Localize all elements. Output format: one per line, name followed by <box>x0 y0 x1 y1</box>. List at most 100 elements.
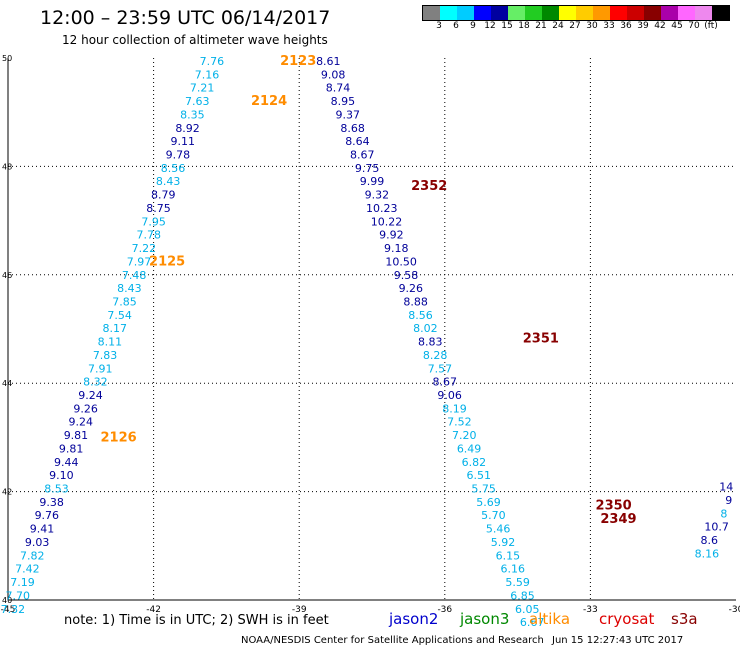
swh-value: 9.32 <box>365 189 390 202</box>
swh-value: 9.92 <box>379 229 404 242</box>
swh-value: 8.02 <box>413 322 438 335</box>
swh-value: 7.32 <box>1 603 26 616</box>
swh-value: 8.88 <box>403 295 428 308</box>
swh-value: 6.15 <box>496 549 521 562</box>
swh-value: 5.59 <box>505 576 530 589</box>
swh-value: 8.35 <box>180 108 205 121</box>
swh-value: 8.67 <box>350 149 375 162</box>
y-tick-label: 40 <box>2 596 12 605</box>
color-swatch <box>610 6 627 20</box>
swh-value: 7.70 <box>5 589 30 602</box>
swh-value: 9.10 <box>49 469 74 482</box>
y-tick-label: 42 <box>2 488 12 497</box>
page-subtitle: 12 hour collection of altimeter wave hei… <box>62 33 328 47</box>
color-scale-tick: 24 <box>552 21 564 31</box>
swh-value: 9.44 <box>54 456 79 469</box>
color-swatch <box>508 6 525 20</box>
color-scale-tick: 12 <box>484 21 496 31</box>
legend-jason3: jason3 <box>460 610 510 628</box>
swh-value: 8.6 <box>701 534 719 547</box>
pass-number-label: 2350 <box>596 499 632 514</box>
swh-value: 7.63 <box>185 95 210 108</box>
swh-value: 9.75 <box>355 162 380 175</box>
color-scale-tick: 36 <box>620 21 632 31</box>
swh-value: 7.97 <box>127 255 152 268</box>
swh-value: 6.51 <box>467 469 492 482</box>
swh-value: 10.50 <box>385 255 417 268</box>
swh-value: 8 <box>720 507 727 520</box>
swh-value: 8.19 <box>442 402 467 415</box>
color-swatch <box>627 6 644 20</box>
legend-s3a: s3a <box>671 610 698 628</box>
swh-value: 8.74 <box>326 82 351 95</box>
swh-value: 5.92 <box>491 536 516 549</box>
color-swatch <box>542 6 559 20</box>
swh-value: 6.82 <box>462 456 487 469</box>
swh-value: 8.56 <box>408 309 433 322</box>
pass-number-label: 2351 <box>523 332 559 347</box>
color-scale-tick: 21 <box>535 21 547 31</box>
swh-value: 9.58 <box>394 269 419 282</box>
color-swatch <box>678 6 695 20</box>
swh-value: 7.83 <box>93 349 118 362</box>
swh-value: 7.48 <box>122 269 147 282</box>
color-swatch <box>661 6 678 20</box>
swh-value: 8.43 <box>156 175 181 188</box>
x-tick-label: -39 <box>292 605 307 615</box>
color-scale-tick: 45 <box>671 21 683 31</box>
swh-value: 8.95 <box>331 95 356 108</box>
color-scale-tick: 27 <box>569 21 581 31</box>
color-swatch <box>644 6 661 20</box>
legend-cryosat: cryosat <box>599 610 655 628</box>
swh-value: 10.23 <box>366 202 398 215</box>
swh-value: 7.57 <box>428 362 453 375</box>
color-scale-bar <box>422 5 730 21</box>
x-tick-label: -45 <box>1 605 16 615</box>
color-scale-tick: 42 <box>654 21 666 31</box>
color-swatch <box>593 6 610 20</box>
legend-altika: altika <box>529 610 571 628</box>
swh-value: 6.16 <box>500 563 525 576</box>
swh-value: 9.18 <box>384 242 409 255</box>
swh-value: 9.81 <box>64 429 89 442</box>
swh-value: 8.79 <box>151 189 176 202</box>
swh-value: 9.24 <box>78 389 103 402</box>
swh-value: 9.41 <box>30 523 55 536</box>
swh-value: 8.56 <box>161 162 186 175</box>
swh-value: 9.99 <box>360 175 385 188</box>
pass-number-label: 2126 <box>101 430 137 445</box>
x-tick-label: -36 <box>437 605 452 615</box>
credit-line: NOAA/NESDIS Center for Satellite Applica… <box>241 635 544 646</box>
swh-value: 7.82 <box>20 549 45 562</box>
swh-value: 5.46 <box>486 523 511 536</box>
pass-number-label: 2124 <box>251 94 287 109</box>
swh-value: 8.28 <box>423 349 448 362</box>
color-scale-tick: 15 <box>501 21 513 31</box>
swh-value: 5.70 <box>481 509 506 522</box>
color-scale-tick: 6 <box>453 21 459 31</box>
swh-value: 8.61 <box>316 55 341 68</box>
swh-value: 9.37 <box>335 108 360 121</box>
swh-value: 7.16 <box>195 68 220 81</box>
swh-value: 5.69 <box>476 496 501 509</box>
y-tick-label: 48 <box>2 162 12 171</box>
swh-value: 7.54 <box>107 309 132 322</box>
swh-value: 8.67 <box>433 376 458 389</box>
swh-value: 9.26 <box>399 282 424 295</box>
swh-value: 8.17 <box>103 322 128 335</box>
x-tick-label: -30 <box>729 605 740 615</box>
swh-value: 6.85 <box>510 589 535 602</box>
y-tick-label: 50 <box>2 54 12 63</box>
legend-jason2: jason2 <box>389 610 439 628</box>
swh-value: 7.42 <box>15 563 40 576</box>
page-title: 12:00 – 23:59 UTC 06/14/2017 <box>40 7 331 29</box>
swh-value: 7.76 <box>200 55 225 68</box>
color-swatch <box>457 6 474 20</box>
pass-number-label: 2125 <box>149 254 185 269</box>
color-swatch <box>712 6 729 20</box>
swh-value: 9 <box>725 494 732 507</box>
color-scale-tick: 30 <box>586 21 598 31</box>
color-swatch <box>474 6 491 20</box>
swh-value: 9.78 <box>166 149 191 162</box>
